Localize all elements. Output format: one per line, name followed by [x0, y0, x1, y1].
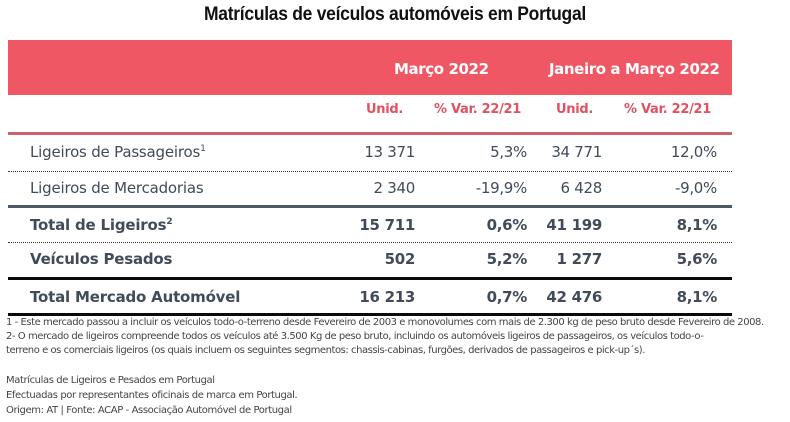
cell-var-march: 0,7% [486, 288, 528, 306]
cell-unid-march: 2 340 [373, 179, 416, 197]
cell-unid-ytd: 42 476 [546, 288, 602, 306]
row-label: Veículos Pesados [30, 250, 173, 268]
header-group-march: Março 2022 [394, 60, 489, 78]
cell-var-ytd: 5,6% [676, 250, 718, 268]
source-line: Origem: AT | Fonte: ACAP - Associação Au… [6, 405, 292, 416]
cell-var-march: -19,9% [475, 179, 528, 197]
source-notes: Matrículas de Ligeiros e Pesados em Port… [6, 373, 298, 418]
page-title: Matrículas de veículos automóveis em Por… [203, 4, 586, 25]
cell-unid-ytd: 6 428 [560, 179, 603, 197]
header-group-jan-mar: Janeiro a Março 2022 [549, 60, 720, 78]
col-header-unid-2: Unid. [556, 102, 594, 117]
cell-var-ytd: 8,1% [676, 288, 718, 306]
table-row: Ligeiros de Passageiros1 13 371 5,3% 34 … [8, 135, 732, 171]
cell-var-ytd: 12,0% [670, 143, 717, 161]
source-line: Matrículas de Ligeiros e Pesados em Port… [6, 375, 215, 386]
col-header-var-1: % Var. 22/21 [434, 102, 522, 117]
row-divider [8, 171, 732, 172]
footnote-2: 2- O mercado de ligeiros compreende todo… [6, 331, 704, 342]
cell-var-ytd: -9,0% [674, 179, 717, 197]
table-row: Veículos Pesados 502 5,2% 1 277 5,6% [8, 242, 732, 278]
table-row: Total Mercado Automóvel 16 213 0,7% 42 4… [8, 280, 732, 316]
footnotes: 1 - Este mercado passou a incluir os veí… [6, 316, 764, 358]
row-label: Ligeiros de Mercadorias [30, 179, 204, 197]
total-divider [8, 277, 732, 280]
row-label: Ligeiros de Passageiros1 [30, 143, 206, 161]
cell-var-ytd: 8,1% [676, 216, 718, 234]
cell-var-march: 5,2% [486, 250, 528, 268]
col-header-unid-1: Unid. [366, 102, 404, 117]
col-header-var-2: % Var. 22/21 [624, 102, 712, 117]
table-row: Total de Ligeiros2 15 711 0,6% 41 199 8,… [8, 208, 732, 244]
cell-unid-ytd: 41 199 [546, 216, 602, 234]
cell-unid-march: 16 213 [359, 288, 415, 306]
subtotal-divider [8, 205, 732, 208]
row-label: Total de Ligeiros2 [30, 216, 173, 234]
footnote-2-cont: terreno e os comerciais ligeiros (os qua… [6, 345, 645, 356]
table-header-band: Março 2022 Janeiro a Março 2022 [8, 40, 732, 95]
header-divider [8, 132, 732, 135]
footnote-1: 1 - Este mercado passou a incluir os veí… [6, 317, 764, 328]
table-bottom-border [8, 313, 732, 316]
table-row: Ligeiros de Mercadorias 2 340 -19,9% 6 4… [8, 171, 732, 207]
cell-unid-march: 502 [384, 250, 416, 268]
cell-unid-ytd: 34 771 [551, 143, 602, 161]
cell-unid-march: 15 711 [359, 216, 415, 234]
cell-var-march: 0,6% [486, 216, 528, 234]
row-label: Total Mercado Automóvel [30, 288, 241, 306]
cell-var-march: 5,3% [490, 143, 527, 161]
cell-unid-march: 13 371 [364, 143, 415, 161]
source-line: Efectuadas por representantes oficinais … [6, 390, 298, 401]
cell-unid-ytd: 1 277 [556, 250, 603, 268]
row-divider [8, 242, 732, 243]
